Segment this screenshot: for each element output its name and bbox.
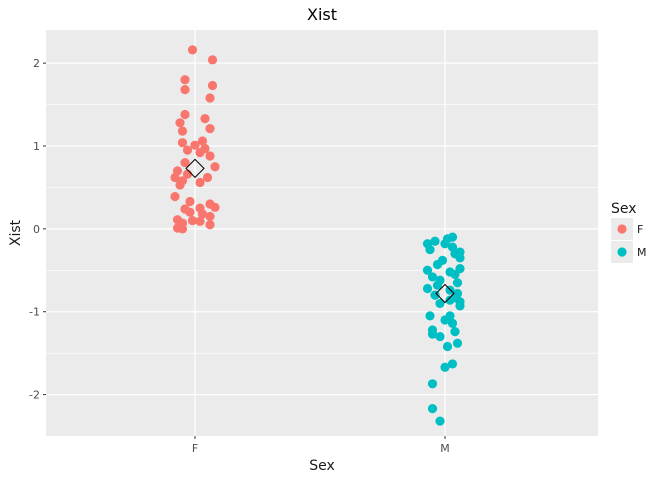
y-tick-label: 0 [33, 223, 40, 236]
legend-swatch-M [617, 247, 627, 257]
data-point-F [170, 172, 180, 183]
data-point-M [427, 379, 438, 389]
minor-gridlines [46, 104, 598, 354]
mean-marker-M [435, 283, 455, 304]
data-point-F [205, 151, 215, 161]
y-tick-label: 2 [33, 57, 40, 70]
data-point-F [195, 177, 205, 188]
data-point-F [195, 216, 205, 226]
y-tick-label: -1 [29, 306, 40, 319]
data-point-M [422, 283, 433, 294]
data-point-F [177, 126, 188, 136]
data-point-F [197, 209, 208, 219]
data-point-M [430, 236, 440, 246]
legend: Sex FM [611, 201, 647, 263]
data-point-M [450, 269, 460, 280]
y-tick-label: -2 [29, 389, 40, 402]
data-point-F [175, 118, 185, 128]
data-point-M [422, 265, 433, 275]
data-point-M [445, 295, 455, 305]
data-point-F [207, 80, 218, 91]
data-point-F [180, 85, 190, 95]
x-axis-title: Sex [309, 458, 335, 474]
data-point-F [177, 138, 188, 148]
data-point-M [440, 315, 450, 325]
data-point-F [185, 207, 195, 217]
data-point-F [187, 215, 198, 226]
plot-title: Xist [307, 5, 337, 24]
data-point-M [435, 331, 445, 342]
y-axis: -2 -1 0 1 2 [29, 57, 46, 402]
data-point-F [177, 224, 188, 234]
data-point-M [427, 272, 438, 282]
mean-markers [185, 158, 455, 304]
data-point-M [427, 404, 438, 414]
x-tick-label: M [440, 442, 450, 455]
data-point-F [180, 109, 190, 120]
legend-title: Sex [611, 201, 637, 217]
data-point-M [442, 341, 453, 352]
data-point-M [452, 338, 463, 348]
plot-panel [46, 30, 598, 436]
data-point-F [185, 196, 195, 207]
data-point-F [187, 45, 198, 55]
data-point-M [425, 244, 435, 255]
data-point-F [202, 172, 213, 183]
data-point-F [205, 211, 215, 222]
data-point-F [210, 162, 220, 172]
data-point-F [205, 124, 215, 134]
data-point-M [425, 311, 435, 321]
data-point-M [455, 301, 465, 311]
data-point-M [432, 280, 443, 290]
data-point-M [435, 298, 445, 309]
data-point-M [432, 259, 443, 270]
data-point-F [205, 93, 215, 103]
x-tick-label: F [192, 442, 198, 455]
data-point-F [175, 180, 185, 190]
data-point-F [207, 55, 218, 65]
data-point-F [210, 202, 220, 212]
data-point-M [447, 359, 458, 369]
legend-label-F: F [637, 223, 643, 236]
data-point-M [450, 327, 460, 337]
data-point-M [427, 329, 438, 339]
y-tick-label: 1 [33, 140, 40, 153]
mean-marker-F [185, 158, 205, 179]
data-point-M [447, 318, 458, 328]
data-point-F [190, 140, 200, 150]
data-point-F [182, 145, 193, 155]
y-axis-title: Xist [8, 219, 24, 246]
data-points [170, 45, 465, 426]
data-point-M [435, 416, 445, 426]
data-point-F [180, 75, 190, 85]
data-point-F [180, 157, 190, 168]
data-point-M [452, 278, 463, 288]
data-point-F [170, 191, 180, 202]
data-point-F [200, 114, 210, 124]
data-point-M [440, 362, 450, 372]
data-point-F [195, 148, 205, 158]
data-point-F [197, 136, 208, 146]
data-point-F [205, 220, 215, 230]
data-point-M [440, 239, 450, 249]
legend-label-M: M [637, 246, 647, 259]
data-point-M [455, 253, 465, 263]
legend-swatch-F [617, 224, 627, 234]
